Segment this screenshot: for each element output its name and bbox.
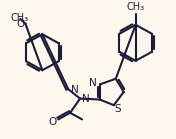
Text: CH₃: CH₃	[127, 2, 145, 12]
Text: N: N	[89, 78, 97, 88]
Text: CH₃: CH₃	[11, 13, 29, 23]
Text: O: O	[48, 117, 56, 127]
Text: N: N	[71, 85, 79, 95]
Text: O: O	[16, 19, 24, 29]
Text: N: N	[82, 94, 90, 104]
Text: S: S	[115, 104, 121, 114]
